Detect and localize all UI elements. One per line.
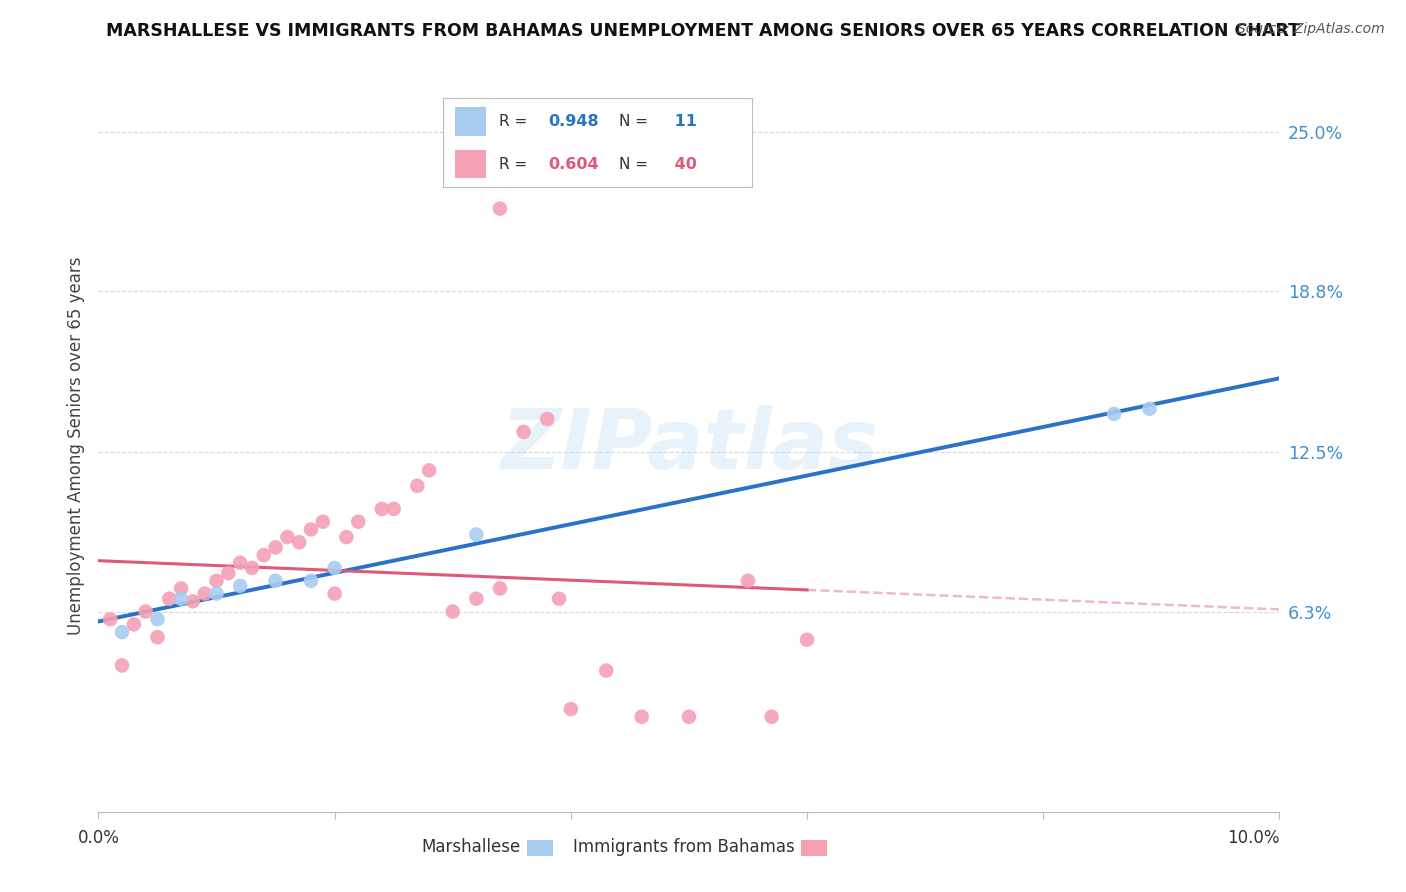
Point [441, 605, 464, 619]
Text: 10.0%: 10.0% [1227, 829, 1279, 847]
Bar [456, 150, 486, 178]
Text: 0.604: 0.604 [548, 157, 599, 171]
Point [111, 625, 134, 640]
Point [465, 591, 488, 606]
Text: R =: R = [499, 157, 531, 171]
Point [299, 523, 322, 537]
Text: Source: ZipAtlas.com: Source: ZipAtlas.com [1237, 22, 1385, 37]
Point [276, 530, 298, 544]
Point [217, 566, 239, 580]
Point [796, 632, 818, 647]
Text: R =: R = [499, 114, 531, 128]
Point [122, 617, 145, 632]
Point [347, 515, 370, 529]
Point [170, 582, 193, 596]
Point [1139, 401, 1161, 416]
Point [382, 501, 405, 516]
Bar [456, 107, 486, 136]
Point [264, 574, 287, 588]
Y-axis label: Unemployment Among Seniors over 65 years: Unemployment Among Seniors over 65 years [66, 257, 84, 635]
Point [111, 658, 134, 673]
Text: 11: 11 [669, 114, 696, 128]
Point [312, 515, 335, 529]
Point [288, 535, 311, 549]
Point [761, 710, 783, 724]
Text: 40: 40 [669, 157, 696, 171]
Point [595, 664, 617, 678]
Point [335, 530, 357, 544]
Point [678, 710, 700, 724]
Point [98, 612, 121, 626]
Text: 0.948: 0.948 [548, 114, 599, 128]
Point [323, 561, 346, 575]
Point [240, 561, 263, 575]
Text: N =: N = [619, 157, 652, 171]
Point [737, 574, 759, 588]
Point [253, 548, 276, 562]
Point [406, 479, 429, 493]
Point [299, 574, 322, 588]
Point [181, 594, 204, 608]
Text: N =: N = [619, 114, 652, 128]
Point [323, 586, 346, 600]
Point [157, 591, 180, 606]
Point [489, 582, 512, 596]
Point [371, 501, 394, 516]
Point [194, 586, 217, 600]
Point [489, 202, 512, 216]
Text: MARSHALLESE VS IMMIGRANTS FROM BAHAMAS UNEMPLOYMENT AMONG SENIORS OVER 65 YEARS : MARSHALLESE VS IMMIGRANTS FROM BAHAMAS U… [105, 22, 1301, 40]
Point [1102, 407, 1125, 421]
Point [146, 612, 169, 626]
Point [548, 591, 571, 606]
Point [135, 605, 157, 619]
Point [205, 574, 228, 588]
Point [560, 702, 582, 716]
Text: ZIPatlas: ZIPatlas [501, 406, 877, 486]
Point [229, 556, 252, 570]
Point [170, 591, 193, 606]
Point [630, 710, 652, 724]
Text: Immigrants from Bahamas: Immigrants from Bahamas [572, 838, 794, 855]
Point [264, 541, 287, 555]
Point [536, 412, 558, 426]
Point [146, 630, 169, 644]
Text: 0.0%: 0.0% [77, 829, 120, 847]
Point [205, 586, 228, 600]
Point [418, 463, 440, 477]
Point [512, 425, 534, 439]
Point [229, 579, 252, 593]
Text: Marshallese: Marshallese [420, 838, 520, 855]
Point [465, 527, 488, 541]
